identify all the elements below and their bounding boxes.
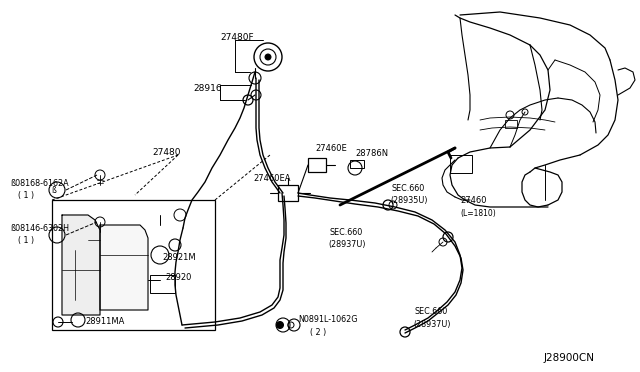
Text: 27460E: 27460E bbox=[315, 144, 347, 153]
Polygon shape bbox=[62, 215, 100, 315]
Text: SEC.660: SEC.660 bbox=[415, 308, 448, 317]
Text: (28937U): (28937U) bbox=[413, 320, 451, 328]
Text: 28911MA: 28911MA bbox=[85, 317, 124, 327]
Text: (28937U): (28937U) bbox=[328, 240, 365, 248]
Text: 27480: 27480 bbox=[152, 148, 180, 157]
Text: 27460EA: 27460EA bbox=[253, 173, 291, 183]
Bar bbox=[308, 158, 326, 172]
Circle shape bbox=[276, 321, 284, 328]
Polygon shape bbox=[100, 225, 148, 310]
Text: ß: ß bbox=[52, 186, 56, 195]
Text: 28916: 28916 bbox=[193, 83, 221, 93]
Bar bbox=[505, 120, 517, 128]
Text: Ν0891L-1062G: Ν0891L-1062G bbox=[298, 315, 358, 324]
Text: ( 1 ): ( 1 ) bbox=[18, 190, 34, 199]
Text: ( 2 ): ( 2 ) bbox=[310, 327, 326, 337]
Text: ( 1 ): ( 1 ) bbox=[18, 235, 34, 244]
Text: ß08168-6162A: ß08168-6162A bbox=[10, 179, 68, 187]
Text: SEC.660: SEC.660 bbox=[330, 228, 364, 237]
Text: 28921M: 28921M bbox=[162, 253, 196, 263]
Text: (L=1810): (L=1810) bbox=[460, 208, 496, 218]
Text: J28900CN: J28900CN bbox=[544, 353, 595, 363]
Text: 27480F: 27480F bbox=[220, 32, 253, 42]
Text: 28920: 28920 bbox=[165, 273, 191, 282]
Bar bbox=[278, 185, 298, 201]
Text: 28786N: 28786N bbox=[355, 148, 388, 157]
Text: SEC.660: SEC.660 bbox=[392, 183, 425, 192]
Bar bbox=[350, 160, 364, 168]
Bar bbox=[52, 200, 215, 330]
Bar bbox=[150, 275, 175, 293]
Text: 27460: 27460 bbox=[460, 196, 486, 205]
Circle shape bbox=[265, 54, 271, 60]
Text: (28935U): (28935U) bbox=[390, 196, 428, 205]
Bar bbox=[450, 155, 472, 173]
Text: ß08146-6302H: ß08146-6302H bbox=[10, 224, 69, 232]
